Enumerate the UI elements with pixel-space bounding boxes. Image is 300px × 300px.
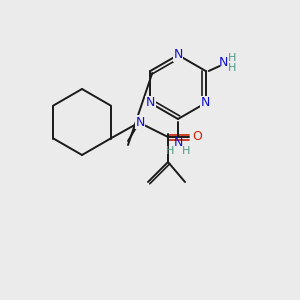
- Text: H: H: [227, 53, 236, 63]
- Text: O: O: [192, 130, 202, 143]
- Text: N: N: [173, 136, 183, 149]
- Text: N: N: [173, 49, 183, 62]
- Text: N: N: [201, 97, 210, 110]
- Text: H: H: [166, 146, 174, 156]
- Text: N: N: [135, 116, 145, 128]
- Text: H: H: [182, 146, 190, 156]
- Text: H: H: [227, 63, 236, 73]
- Text: N: N: [146, 97, 155, 110]
- Text: N: N: [219, 56, 228, 70]
